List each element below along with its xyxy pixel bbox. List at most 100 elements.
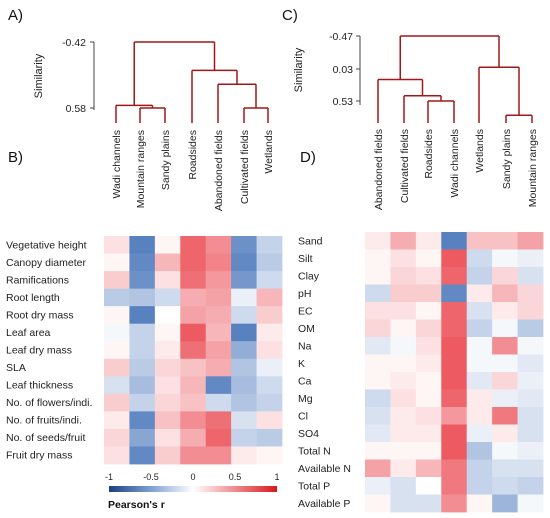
heat-b-row-label: No. of seeds/fruit xyxy=(6,432,85,444)
heat-d-cell xyxy=(466,319,493,338)
heat-b-cell xyxy=(180,446,207,465)
heatmap-d-row-labels: Sand Silt Clay pH EC OM Na K Ca Mg Cl SO4 Total N Ava… xyxy=(298,235,351,510)
heat-d-cell xyxy=(390,337,417,355)
heat-d-cell xyxy=(441,389,468,408)
heat-d-cell xyxy=(492,337,518,355)
heat-d-cell xyxy=(466,407,493,425)
heat-d-cell xyxy=(390,267,417,285)
heatmap-b-cells xyxy=(104,236,283,465)
heat-b-column-label: Mountain ranges xyxy=(135,130,147,208)
heat-d-row-label: Silt xyxy=(298,253,313,265)
heat-b-cell xyxy=(154,428,181,447)
heatmap-d-column-labels: Abandoned fields Cultivated fields Roadsid… xyxy=(373,129,539,210)
heat-b-cell xyxy=(256,446,283,465)
heat-b-cell xyxy=(205,428,232,447)
heat-b-cell xyxy=(104,271,130,290)
heatmap-b-column-labels: Wadi channels Mountain ranges Sandy plains… xyxy=(111,130,275,211)
heat-d-cell xyxy=(415,459,442,478)
heat-b-cell xyxy=(231,271,257,290)
heat-d-cell xyxy=(390,354,417,373)
heat-d-cell xyxy=(466,284,493,303)
heatmap-d-cells xyxy=(365,232,544,513)
heat-b-column-label: Roadsides xyxy=(187,130,199,180)
dendrogram-c-ytick: 0.53 xyxy=(333,96,354,108)
heat-b-cell xyxy=(154,323,181,342)
heat-b-cell xyxy=(231,393,257,412)
dendrogram-a-ytick: 0.58 xyxy=(66,103,87,115)
heat-d-row-label: Available P xyxy=(298,498,350,510)
heat-d-cell xyxy=(492,477,518,495)
heat-d-cell xyxy=(365,337,391,355)
heat-b-cell xyxy=(154,236,181,254)
heat-b-row-label: Root length xyxy=(6,292,60,304)
heat-d-cell xyxy=(365,267,391,285)
heat-d-cell xyxy=(517,442,544,460)
heat-d-cell xyxy=(441,249,468,268)
heat-b-cell xyxy=(231,358,257,377)
heat-b-column-label: Wadi channels xyxy=(111,130,123,198)
panel-label-a: A) xyxy=(8,7,23,24)
heat-b-cell xyxy=(104,306,130,325)
heat-d-cell xyxy=(441,302,468,320)
heat-d-cell xyxy=(365,372,391,390)
heat-b-cell xyxy=(129,358,156,377)
heat-b-cell xyxy=(205,358,232,377)
heat-d-row-label: Total P xyxy=(298,480,330,492)
heat-d-row-label: Available N xyxy=(298,463,351,475)
heat-d-cell xyxy=(466,337,493,355)
heat-b-cell xyxy=(180,253,207,272)
heat-b-cell xyxy=(231,446,257,465)
heat-d-cell xyxy=(492,267,518,285)
heat-d-cell xyxy=(365,442,391,460)
heat-d-cell xyxy=(466,232,493,250)
heat-d-cell xyxy=(390,284,417,303)
heat-b-cell xyxy=(180,288,207,307)
heat-b-cell xyxy=(129,341,156,360)
heat-b-cell xyxy=(154,271,181,290)
heat-d-cell xyxy=(390,442,417,460)
heat-b-cell xyxy=(256,341,283,360)
heat-d-cell xyxy=(466,442,493,460)
heat-d-cell xyxy=(415,267,442,285)
heat-d-cell xyxy=(365,459,391,478)
heat-b-cell xyxy=(180,411,207,430)
heat-d-column-label: Mountain ranges xyxy=(527,129,539,207)
heat-d-cell xyxy=(441,354,468,373)
heat-d-cell xyxy=(441,424,468,443)
heat-b-cell xyxy=(205,288,232,307)
heat-d-cell xyxy=(466,354,493,373)
dendrogram-a-ylabel: Similarity xyxy=(33,53,45,98)
heat-d-row-label: Ca xyxy=(298,375,312,387)
heat-b-column-label: Abandoned fields xyxy=(213,130,225,211)
heat-b-cell xyxy=(154,306,181,325)
heat-d-cell xyxy=(415,372,442,390)
heat-d-cell xyxy=(517,319,544,338)
heat-b-cell xyxy=(104,376,130,395)
colorbar: -1 -0.5 0 0.5 1 Pearson's r xyxy=(105,472,280,511)
heat-b-cell xyxy=(256,253,283,272)
heat-b-cell xyxy=(205,253,232,272)
heat-d-cell xyxy=(441,232,468,250)
heat-b-row-label: Canopy diameter xyxy=(6,257,86,269)
heat-d-cell xyxy=(415,284,442,303)
heat-d-cell xyxy=(415,337,442,355)
colorbar-title: Pearson's r xyxy=(108,499,165,511)
colorbar-gradient xyxy=(109,486,277,492)
heat-b-cell xyxy=(154,253,181,272)
heat-b-cell xyxy=(104,393,130,412)
heat-b-cell xyxy=(205,271,232,290)
heat-d-cell xyxy=(415,477,442,495)
heat-d-cell xyxy=(517,494,544,513)
heat-b-cell xyxy=(129,271,156,290)
heat-d-cell xyxy=(415,494,442,513)
heat-d-cell xyxy=(492,354,518,373)
heat-d-column-label: Wadi channels xyxy=(449,129,461,197)
colorbar-tick: -1 xyxy=(105,472,113,482)
heat-d-cell xyxy=(415,407,442,425)
heat-b-cell xyxy=(154,446,181,465)
heat-b-cell xyxy=(231,288,257,307)
heat-d-cell xyxy=(365,232,391,250)
heat-d-column-label: Abandoned fields xyxy=(373,129,385,210)
heat-d-cell xyxy=(492,302,518,320)
heat-d-cell xyxy=(466,249,493,268)
